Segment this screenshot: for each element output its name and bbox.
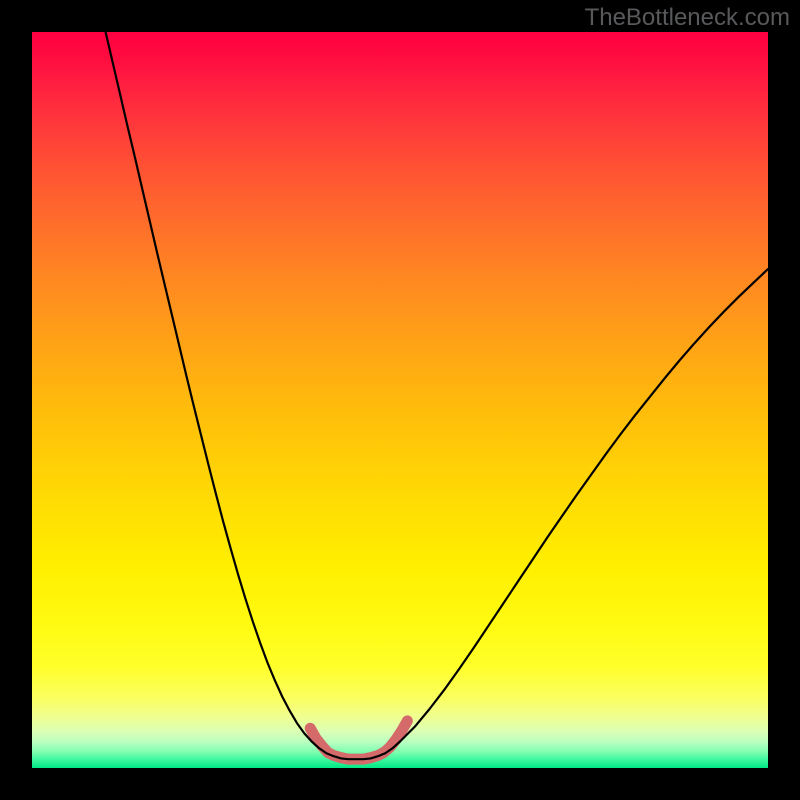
bottleneck-curve-chart — [32, 32, 768, 768]
watermark-text: TheBottleneck.com — [585, 4, 790, 32]
chart-stage: TheBottleneck.com — [0, 0, 800, 800]
gradient-background — [32, 32, 768, 768]
plot-area — [32, 32, 768, 768]
